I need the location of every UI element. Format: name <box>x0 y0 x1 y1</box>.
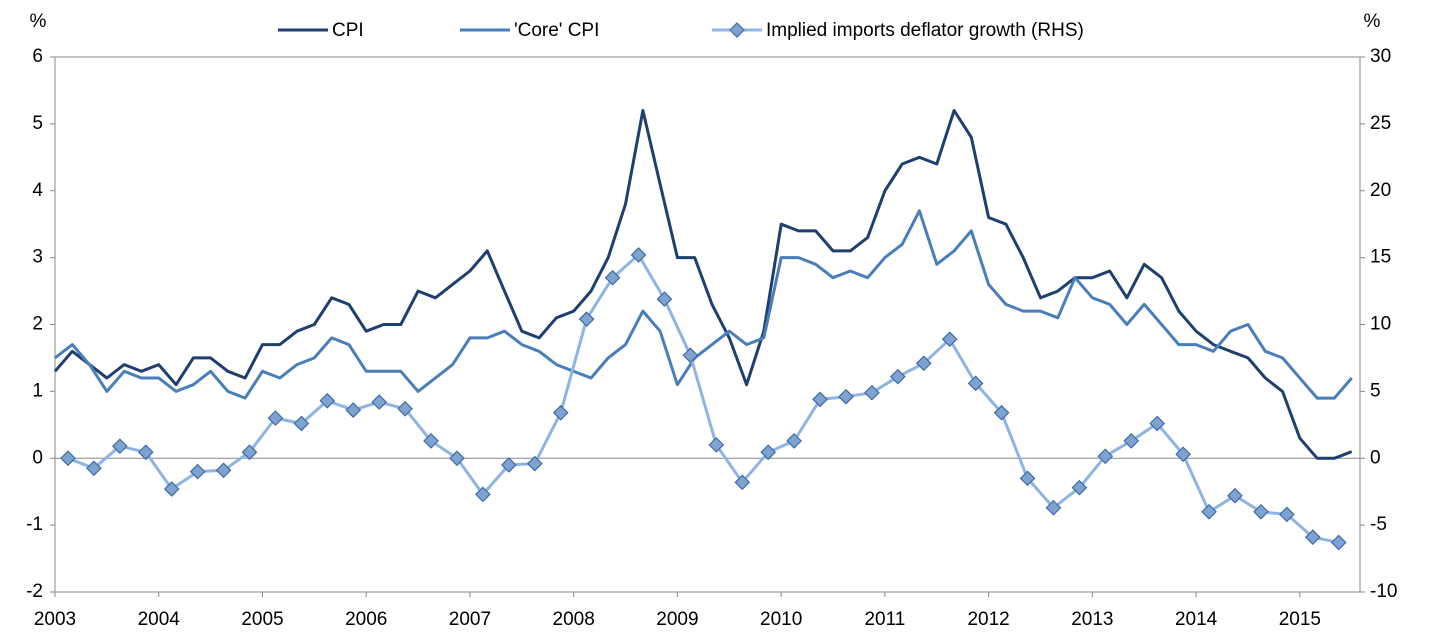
series-line <box>53 109 1353 460</box>
series-marker <box>449 450 465 467</box>
series-marker <box>993 404 1010 421</box>
y2-tick-label: 0 <box>1370 447 1381 468</box>
series-marker <box>1149 415 1166 432</box>
series-marker <box>941 331 958 348</box>
series-marker <box>760 444 777 461</box>
series-marker <box>604 269 621 286</box>
series-marker <box>1045 499 1062 516</box>
series-marker <box>60 450 76 467</box>
series-marker <box>656 291 673 307</box>
series-marker <box>371 394 388 410</box>
x-tick-label: 2005 <box>241 609 283 630</box>
y2-tick-label: 15 <box>1370 247 1391 268</box>
series-marker <box>1304 529 1321 546</box>
series-marker <box>578 311 595 327</box>
legend-label: Implied imports deflator growth (RHS) <box>766 20 1084 41</box>
x-tick-label: 2004 <box>138 609 181 630</box>
series-marker <box>500 457 517 473</box>
y2-tick-label: -10 <box>1370 581 1397 602</box>
y2-tick-label: 20 <box>1370 180 1391 201</box>
series-marker <box>682 347 699 364</box>
series-marker <box>475 486 491 503</box>
legend-label: 'Core' CPI <box>514 20 599 41</box>
plot-frame <box>54 56 1361 593</box>
x-tick-label: 2008 <box>553 609 595 630</box>
series-marker <box>864 384 880 401</box>
series-marker <box>111 438 128 455</box>
y2-axis-label: % <box>1364 11 1381 32</box>
series-marker <box>734 474 751 491</box>
series-marker <box>189 463 206 480</box>
y-tick-label: 0 <box>32 447 43 468</box>
series-marker <box>526 455 543 472</box>
series-marker <box>1071 479 1088 496</box>
series-marker <box>1123 433 1140 449</box>
y-tick-label: -2 <box>26 581 43 602</box>
y2-tick-label: -5 <box>1370 514 1387 535</box>
x-tick-label: 2013 <box>1071 609 1113 630</box>
y-tick-label: 5 <box>32 113 43 134</box>
x-tick-label: 2014 <box>1175 609 1218 630</box>
x-tick-label: 2011 <box>864 609 905 630</box>
series-marker <box>1279 506 1295 523</box>
series-line <box>54 209 1353 400</box>
x-tick-label: 2006 <box>345 609 387 630</box>
series-marker <box>163 481 180 497</box>
legend-label: CPI <box>332 20 364 41</box>
series-marker <box>1175 446 1191 463</box>
x-tick-label: 2009 <box>656 609 698 630</box>
series-marker <box>1019 470 1036 487</box>
y2-tick-label: 5 <box>1370 380 1381 401</box>
series-marker <box>137 444 154 461</box>
legend-marker <box>729 22 745 38</box>
series-marker <box>423 433 439 449</box>
series-marker <box>812 391 828 408</box>
series-line <box>67 253 1340 544</box>
series-marker <box>552 404 569 421</box>
x-tick-label: 2007 <box>449 609 491 630</box>
y-tick-label: 3 <box>32 247 43 268</box>
y-tick-label: 1 <box>32 380 43 401</box>
series-marker <box>630 247 647 263</box>
x-tick-label: 2003 <box>34 609 76 630</box>
series-marker <box>1253 503 1269 520</box>
series-marker <box>397 400 413 417</box>
series-marker <box>241 444 258 461</box>
x-tick-label: 2010 <box>760 609 802 630</box>
series-marker <box>967 375 984 392</box>
y-tick-label: -1 <box>26 514 43 535</box>
x-tick-label: 2012 <box>967 609 1009 630</box>
y-tick-label: 6 <box>32 46 43 67</box>
y-tick-label: 2 <box>32 314 43 335</box>
series-marker <box>319 392 336 409</box>
series-marker <box>1227 487 1243 504</box>
series-marker <box>915 355 932 372</box>
series-marker <box>86 460 102 477</box>
series-marker <box>293 415 310 432</box>
series-marker <box>1097 448 1114 465</box>
series-marker <box>1201 503 1217 520</box>
series-marker <box>1330 534 1347 551</box>
y2-tick-label: 10 <box>1370 314 1391 335</box>
series-marker <box>838 388 854 405</box>
y-tick-label: 4 <box>32 180 43 201</box>
series-marker <box>708 437 725 453</box>
series-marker <box>215 462 232 479</box>
y-axis-label: % <box>30 11 47 32</box>
y2-tick-label: 30 <box>1370 46 1391 67</box>
series-marker <box>786 433 802 449</box>
series-marker <box>345 402 362 418</box>
series-marker <box>267 410 284 426</box>
series-marker <box>890 368 906 385</box>
x-tick-label: 2015 <box>1279 609 1321 630</box>
y2-tick-label: 25 <box>1370 113 1391 134</box>
